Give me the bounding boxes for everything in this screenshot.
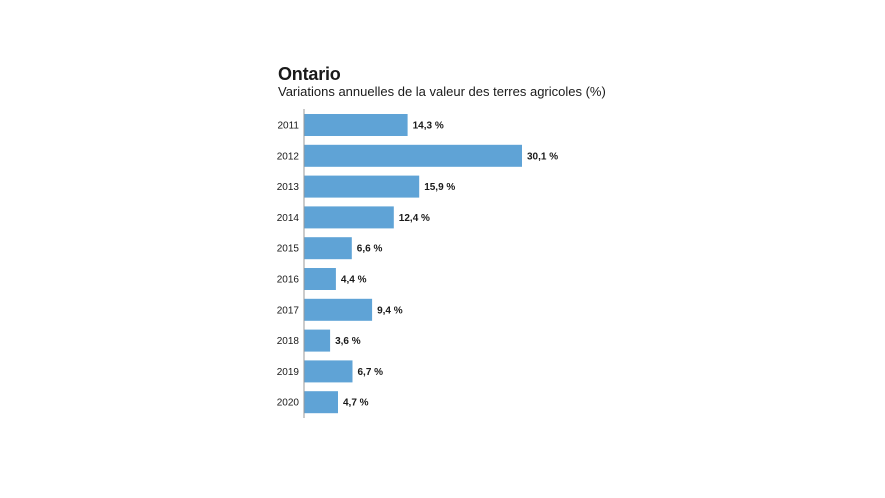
data-label-2015: 6,6 % [357,244,383,255]
data-label-2018: 3,6 % [335,336,361,347]
y-tick-label-2019: 2019 [277,367,300,378]
bar-2015 [304,237,352,260]
bar-2016 [304,268,336,290]
y-tick-label-2020: 2020 [277,398,300,409]
y-tick-label-2013: 2013 [277,182,300,193]
bar-2011 [304,114,408,136]
bar-2017 [304,298,373,321]
y-tick-label-2018: 2018 [277,336,300,347]
y-tick-label-2017: 2017 [277,305,300,316]
y-tick-label-2015: 2015 [277,244,300,255]
data-label-2019: 6,7 % [358,367,384,378]
data-label-2013: 15,9 % [424,182,455,193]
data-label-2017: 9,4 % [377,305,403,316]
data-label-2014: 12,4 % [399,213,430,224]
data-label-2011: 14,3 % [413,121,444,132]
bar-2014 [304,206,394,229]
y-tick-label-2016: 2016 [277,275,300,286]
y-tick-label-2011: 2011 [277,121,299,132]
bar-2018 [304,329,331,352]
y-tick-label-2012: 2012 [277,151,300,162]
data-label-2016: 4,4 % [341,275,367,286]
data-label-2020: 4,7 % [343,398,369,409]
bar-2012 [304,144,522,167]
bar-2013 [304,175,420,198]
y-tick-label-2014: 2014 [277,213,300,224]
chart-title: Ontario [278,64,341,84]
bar-2019 [304,360,353,383]
data-label-2012: 30,1 % [527,151,558,162]
chart-subtitle: Variations annuelles de la valeur des te… [278,84,606,99]
bar-2020 [304,391,338,414]
